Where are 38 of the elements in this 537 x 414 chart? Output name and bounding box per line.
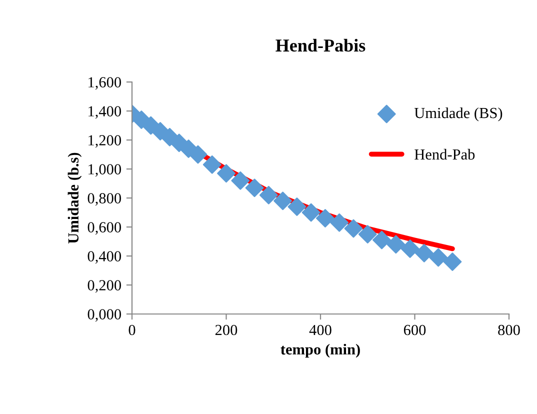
y-tick-label: 1,000 [88,164,121,177]
x-tick-label: 200 [215,324,238,336]
point [400,240,420,258]
point [288,198,306,216]
point [386,235,406,254]
point [429,248,448,267]
y-tick-label: 0,000 [88,309,121,322]
point [188,145,208,164]
x-axis-title: tempo (min) [280,344,360,358]
legend-label: Umidade (BS) [414,107,502,122]
legend-label: Hend-Pab [414,148,475,160]
point [443,252,462,271]
point [414,244,434,262]
y-tick-label: 0,200 [88,280,121,293]
y-axis-title: Umidade (b.s) [68,152,82,244]
chart-title: Hend-Pabis [276,38,366,52]
point [358,225,377,244]
point [202,155,222,174]
point [274,192,292,210]
y-tick-label: 0,400 [88,251,121,264]
point [217,164,236,183]
x-tick-label: 800 [498,324,520,336]
x-tick-label: 0 [128,324,136,336]
point [316,209,334,228]
point [344,219,363,238]
point [259,186,278,204]
x-tick-label: 400 [309,324,332,336]
y-tick-label: 1,200 [88,135,121,148]
point [302,203,320,222]
point [372,230,391,250]
point [245,178,264,198]
x-tick-label: 600 [404,324,426,336]
y-tick-label: 1,400 [88,106,121,119]
point [231,171,250,190]
y-tick-label: 1,600 [88,77,121,90]
point [330,213,349,232]
y-tick-label: 0,600 [88,222,121,235]
y-tick-label: 0,800 [88,193,121,206]
